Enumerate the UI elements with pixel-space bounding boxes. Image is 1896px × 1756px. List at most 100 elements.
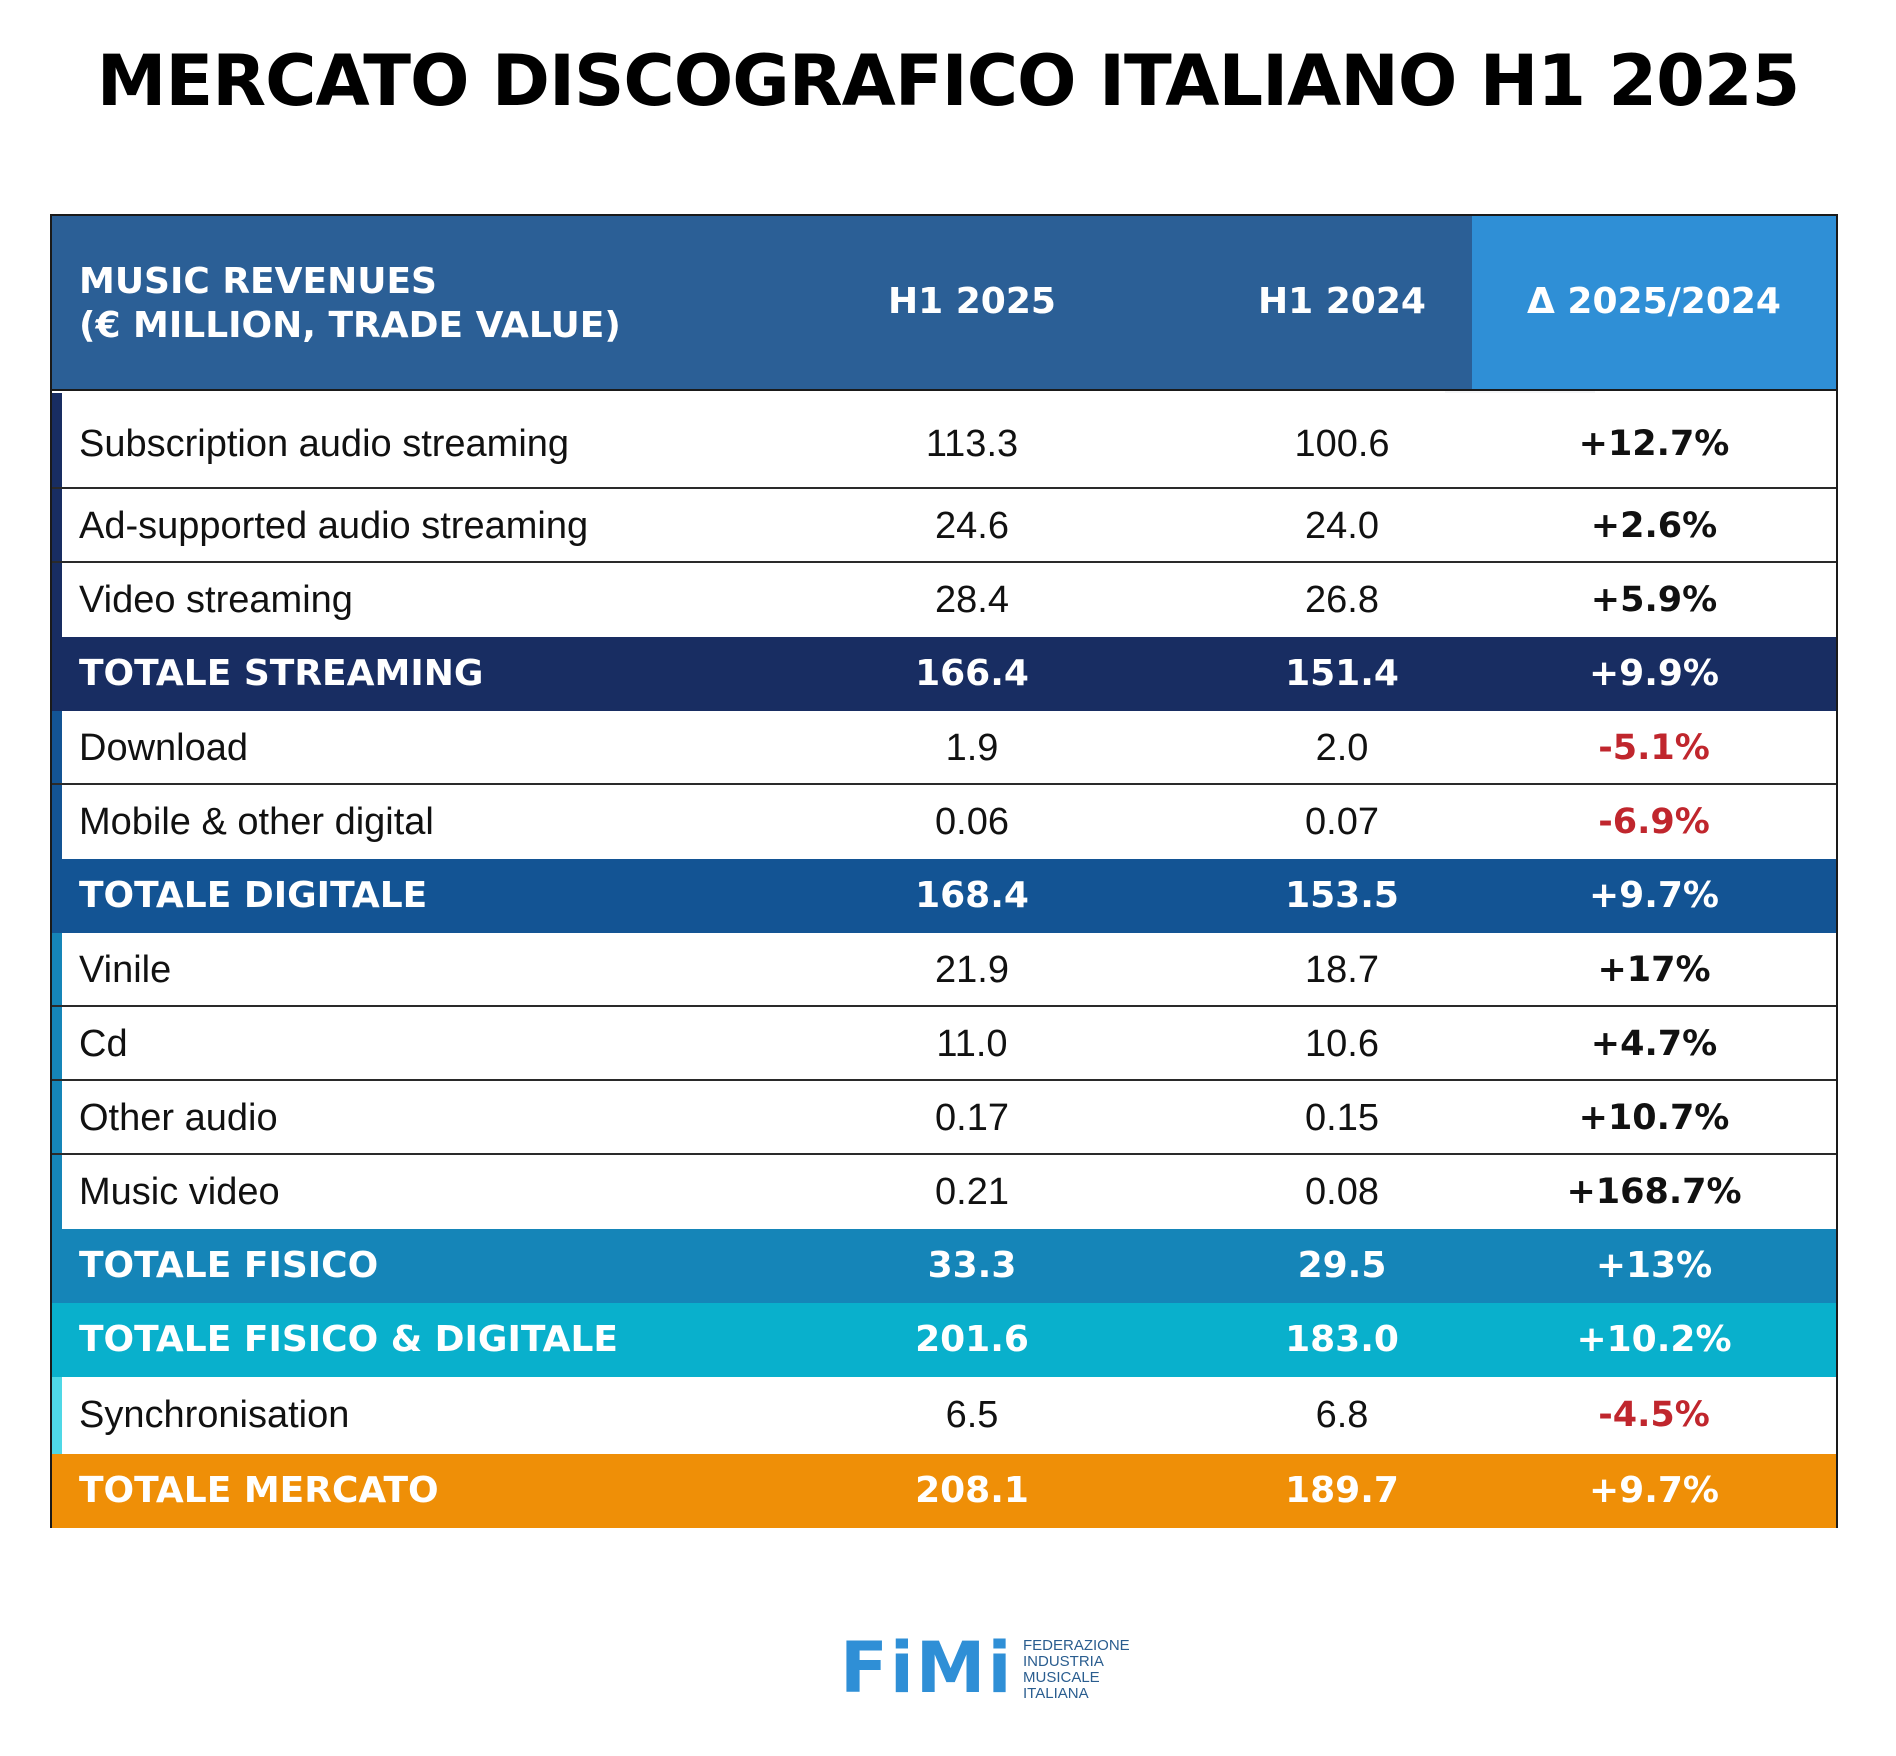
row-accent-bar	[52, 933, 62, 1005]
header-delta-background	[1472, 216, 1836, 389]
row-label: Music video	[79, 1171, 280, 1213]
table-row: Cd 11.0 10.6 +4.7%	[52, 1007, 1836, 1081]
row-label: Cd	[79, 1023, 128, 1065]
value-h1-2025: 0.17	[935, 1097, 1009, 1139]
value-delta: +13%	[1595, 1245, 1713, 1286]
value-h1-2024: 2.0	[1315, 727, 1369, 769]
row-accent-bar	[52, 1155, 62, 1229]
value-h1-2025: 6.5	[945, 1394, 999, 1436]
row-label: TOTALE FISICO & DIGITALE	[79, 1319, 619, 1360]
value-h1-2025: 0.06	[935, 801, 1009, 843]
row-label: Vinile	[79, 949, 172, 991]
value-h1-2025: 113.3	[925, 423, 1019, 465]
header-delta: Δ 2025/2024	[1527, 281, 1781, 322]
table-row: Ad-supported audio streaming 24.6 24.0 +2.6…	[52, 489, 1836, 563]
row-label: TOTALE FISICO	[79, 1245, 379, 1286]
row-label: Subscription audio streaming	[79, 423, 570, 465]
value-h1-2025: 33.3	[927, 1245, 1017, 1286]
header-label-line2: (€ MILLION, TRADE VALUE)	[79, 305, 621, 346]
logo-line-4: ITALIANA	[1023, 1685, 1089, 1702]
value-h1-2024: 24.0	[1305, 505, 1379, 547]
table-row: Vinile 21.9 18.7 +17%	[52, 933, 1836, 1007]
row-accent-bar	[52, 1007, 62, 1079]
row-accent-bar	[52, 563, 62, 637]
logo-wordmark: FiMi	[840, 1627, 1014, 1709]
value-h1-2024: 18.7	[1305, 949, 1379, 991]
header-label: MUSIC REVENUES (€ MILLION, TRADE VALUE)	[79, 260, 779, 348]
value-h1-2024: 100.6	[1294, 423, 1390, 465]
table-row: Subscription audio streaming 113.3 100.6 +1…	[52, 393, 1836, 489]
header-h1-2025: H1 2025	[888, 281, 1056, 322]
value-delta: -4.5%	[1598, 1395, 1710, 1435]
value-h1-2025: 166.4	[915, 653, 1029, 694]
table-row: Synchronisation 6.5 6.8 -4.5%	[52, 1377, 1836, 1454]
value-h1-2025: 28.4	[935, 579, 1009, 621]
page-title: MERCATO DISCOGRAFICO ITALIANO H1 2025	[96, 40, 1801, 122]
value-delta: -5.1%	[1598, 728, 1710, 768]
value-h1-2024: 151.4	[1285, 653, 1399, 694]
table-row: TOTALE DIGITALE 168.4 153.5 +9.7%	[52, 859, 1836, 933]
value-h1-2025: 168.4	[915, 875, 1029, 916]
value-h1-2024: 183.0	[1285, 1319, 1399, 1360]
value-h1-2025: 11.0	[936, 1023, 1008, 1065]
row-label: Mobile & other digital	[79, 801, 434, 843]
value-h1-2024: 153.5	[1285, 875, 1399, 916]
row-label: TOTALE MERCATO	[79, 1470, 439, 1511]
logo-line-3: MUSICALE	[1023, 1669, 1100, 1686]
value-delta: +9.9%	[1588, 653, 1719, 694]
logo-line-2: INDUSTRIA	[1023, 1653, 1104, 1670]
value-delta: +12.7%	[1578, 424, 1730, 464]
row-accent-bar	[52, 711, 62, 783]
row-accent-bar	[52, 785, 62, 859]
value-h1-2024: 26.8	[1305, 579, 1379, 621]
table-row: Other audio 0.17 0.15 +10.7%	[52, 1081, 1836, 1155]
value-h1-2025: 21.9	[935, 949, 1009, 991]
value-h1-2024: 10.6	[1305, 1023, 1379, 1065]
value-h1-2025: 208.1	[915, 1470, 1029, 1511]
value-h1-2025: 0.21	[935, 1171, 1009, 1213]
header-label-line1: MUSIC REVENUES	[79, 261, 437, 302]
value-h1-2024: 0.15	[1305, 1097, 1379, 1139]
value-h1-2025: 201.6	[915, 1319, 1029, 1360]
logo-line-1: FEDERAZIONE	[1023, 1637, 1130, 1654]
value-h1-2024: 6.8	[1315, 1394, 1369, 1436]
table-row: Video streaming 28.4 26.8 +5.9%	[52, 563, 1836, 637]
value-delta: +17%	[1597, 950, 1711, 990]
table-row: Download 1.9 2.0 -5.1%	[52, 711, 1836, 785]
value-h1-2024: 0.07	[1305, 801, 1379, 843]
value-delta: +10.7%	[1578, 1098, 1730, 1138]
row-label: TOTALE DIGITALE	[79, 875, 428, 916]
table-row: TOTALE FISICO 33.3 29.5 +13%	[52, 1229, 1836, 1303]
row-label: Download	[79, 727, 248, 769]
value-h1-2024: 29.5	[1297, 1245, 1387, 1286]
logo-subtitle: FEDERAZIONE INDUSTRIA MUSICALE ITALIANA	[1023, 1638, 1153, 1702]
value-h1-2025: 1.9	[945, 727, 999, 769]
row-label: Synchronisation	[79, 1394, 350, 1436]
value-h1-2024: 189.7	[1285, 1470, 1399, 1511]
value-delta: +9.7%	[1588, 1470, 1719, 1511]
value-delta: +4.7%	[1590, 1024, 1718, 1064]
fimi-logo: FiMi FEDERAZIONE INDUSTRIA MUSICALE ITAL…	[840, 1628, 1140, 1718]
table-row: Music video 0.21 0.08 +168.7%	[52, 1155, 1836, 1229]
row-label: Video streaming	[79, 579, 353, 621]
table-row: Mobile & other digital 0.06 0.07 -6.9%	[52, 785, 1836, 859]
value-delta: +168.7%	[1566, 1172, 1742, 1212]
header-h1-2024: H1 2024	[1258, 281, 1426, 322]
row-label: Other audio	[79, 1097, 278, 1139]
row-accent-bar	[52, 393, 62, 487]
row-accent-bar	[52, 489, 62, 561]
row-accent-bar	[52, 1081, 62, 1153]
value-delta: +2.6%	[1590, 506, 1718, 546]
revenue-table: MUSIC REVENUES (€ MILLION, TRADE VALUE) …	[50, 214, 1838, 1528]
row-label: Ad-supported audio streaming	[79, 505, 589, 547]
table-row: TOTALE MERCATO 208.1 189.7 +9.7%	[52, 1454, 1836, 1528]
value-delta: -6.9%	[1598, 802, 1710, 842]
row-accent-bar	[52, 1377, 62, 1454]
table-header: MUSIC REVENUES (€ MILLION, TRADE VALUE) …	[52, 216, 1836, 391]
value-delta: +10.2%	[1576, 1319, 1732, 1360]
row-label: TOTALE STREAMING	[79, 653, 484, 694]
value-h1-2025: 24.6	[935, 505, 1009, 547]
table-row: TOTALE STREAMING 166.4 151.4 +9.9%	[52, 637, 1836, 711]
table-row: TOTALE FISICO & DIGITALE 201.6 183.0 +10.2%	[52, 1303, 1836, 1377]
value-delta: +5.9%	[1590, 580, 1718, 620]
